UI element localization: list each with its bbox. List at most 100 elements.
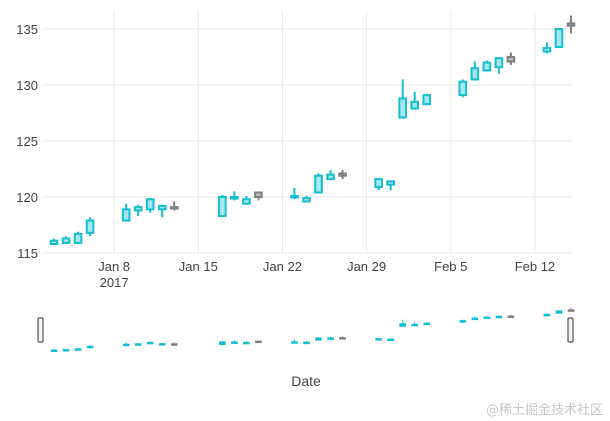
candle-body bbox=[73, 232, 83, 244]
candle-body bbox=[398, 97, 407, 119]
slider-candle-body bbox=[231, 341, 238, 344]
y-tick-label: 130 bbox=[16, 78, 38, 93]
slider-candle-body bbox=[255, 340, 262, 344]
candle-body bbox=[242, 198, 251, 205]
y-axis: 115 120 125 130 135 bbox=[16, 22, 38, 261]
candle[interactable] bbox=[157, 204, 167, 218]
slider-candle-body bbox=[303, 341, 310, 345]
slider-candle-body bbox=[327, 337, 334, 340]
candle-body bbox=[554, 28, 564, 48]
candle[interactable] bbox=[470, 61, 480, 81]
candle[interactable] bbox=[554, 27, 564, 49]
candle-body bbox=[314, 174, 323, 194]
slider-candle-body bbox=[423, 322, 431, 326]
slider-candle-body bbox=[411, 323, 419, 327]
candle[interactable] bbox=[73, 231, 83, 245]
watermark: @稀土掘金技术社区 bbox=[486, 402, 603, 418]
slider-candle-body bbox=[243, 341, 250, 345]
candle[interactable] bbox=[61, 236, 71, 245]
candle-body bbox=[458, 80, 468, 97]
slider-candle-body bbox=[134, 343, 142, 346]
candle[interactable] bbox=[338, 170, 347, 180]
candle-body bbox=[230, 196, 239, 200]
slider-candle-body bbox=[339, 337, 346, 340]
candle-body bbox=[506, 56, 516, 63]
candle-body bbox=[290, 194, 299, 199]
slider-candle-body bbox=[158, 343, 166, 346]
candle-body bbox=[145, 198, 155, 211]
candle[interactable] bbox=[230, 191, 239, 201]
candle[interactable] bbox=[458, 79, 468, 98]
candle[interactable] bbox=[410, 91, 420, 110]
candle[interactable] bbox=[326, 170, 335, 181]
grid bbox=[42, 10, 571, 254]
x-tick-sublabel: 2017 bbox=[100, 275, 129, 290]
slider-candle-body bbox=[555, 310, 563, 314]
x-axis-title: Date bbox=[291, 373, 321, 389]
candle[interactable] bbox=[506, 52, 516, 65]
slider-candle-body bbox=[62, 349, 70, 352]
candle-body bbox=[121, 208, 131, 222]
y-tick-label: 135 bbox=[16, 22, 38, 37]
candle[interactable] bbox=[254, 191, 263, 201]
range-slider-bg bbox=[42, 300, 571, 358]
candle-body bbox=[85, 219, 95, 234]
candle-body bbox=[133, 206, 143, 212]
candle[interactable] bbox=[49, 238, 59, 246]
candle[interactable] bbox=[218, 194, 227, 218]
candle[interactable] bbox=[386, 180, 395, 191]
candle-body bbox=[61, 237, 71, 244]
x-tick-label: Feb 5 bbox=[434, 259, 467, 274]
candle[interactable] bbox=[398, 79, 407, 119]
slider-candle-body bbox=[471, 317, 479, 321]
candle[interactable] bbox=[85, 217, 95, 237]
x-tick-label: Jan 15 bbox=[179, 259, 218, 274]
range-slider-left-handle[interactable] bbox=[37, 317, 44, 343]
candle-body bbox=[338, 172, 347, 177]
y-tick-label: 115 bbox=[17, 246, 38, 261]
candle[interactable] bbox=[542, 42, 552, 54]
candle-body bbox=[386, 180, 395, 186]
candle-body bbox=[326, 173, 335, 181]
slider-candle-body bbox=[291, 341, 298, 344]
candle[interactable] bbox=[566, 15, 576, 34]
candle-body bbox=[494, 57, 504, 69]
candle[interactable] bbox=[133, 204, 143, 217]
slider-candle-body bbox=[375, 338, 382, 341]
range-slider-right-handle[interactable] bbox=[567, 317, 574, 343]
candle[interactable] bbox=[482, 60, 492, 72]
candle[interactable] bbox=[290, 188, 299, 200]
slider-candle-body bbox=[50, 349, 58, 353]
candle[interactable] bbox=[121, 203, 131, 222]
slider-candle-body bbox=[86, 345, 94, 349]
candle[interactable] bbox=[494, 57, 504, 74]
slider-candle-body bbox=[459, 320, 467, 323]
candle-body bbox=[49, 239, 59, 246]
slider-candle-body bbox=[122, 343, 130, 347]
candle[interactable] bbox=[422, 93, 432, 106]
slider-candle-body bbox=[507, 315, 515, 319]
x-tick-label: Feb 12 bbox=[515, 259, 555, 274]
candle[interactable] bbox=[374, 178, 383, 191]
candle[interactable] bbox=[169, 201, 179, 211]
candle[interactable] bbox=[242, 195, 251, 205]
candle-body bbox=[218, 196, 227, 218]
candles[interactable] bbox=[49, 15, 576, 246]
candle[interactable] bbox=[145, 198, 155, 213]
slider-candle-body bbox=[483, 316, 491, 320]
candle-body bbox=[254, 191, 263, 199]
candle[interactable] bbox=[302, 195, 311, 203]
slider-candle-body bbox=[567, 309, 575, 312]
candle-body bbox=[302, 197, 311, 203]
slider-candle-body bbox=[315, 337, 322, 341]
candle-body bbox=[566, 22, 576, 27]
candle-body bbox=[157, 204, 167, 211]
slider-candle-body bbox=[543, 313, 551, 317]
candle-body bbox=[482, 61, 492, 72]
slider-candle-body bbox=[387, 338, 394, 342]
candle-body bbox=[542, 47, 552, 53]
candle[interactable] bbox=[314, 173, 323, 194]
range-slider[interactable] bbox=[37, 300, 575, 358]
